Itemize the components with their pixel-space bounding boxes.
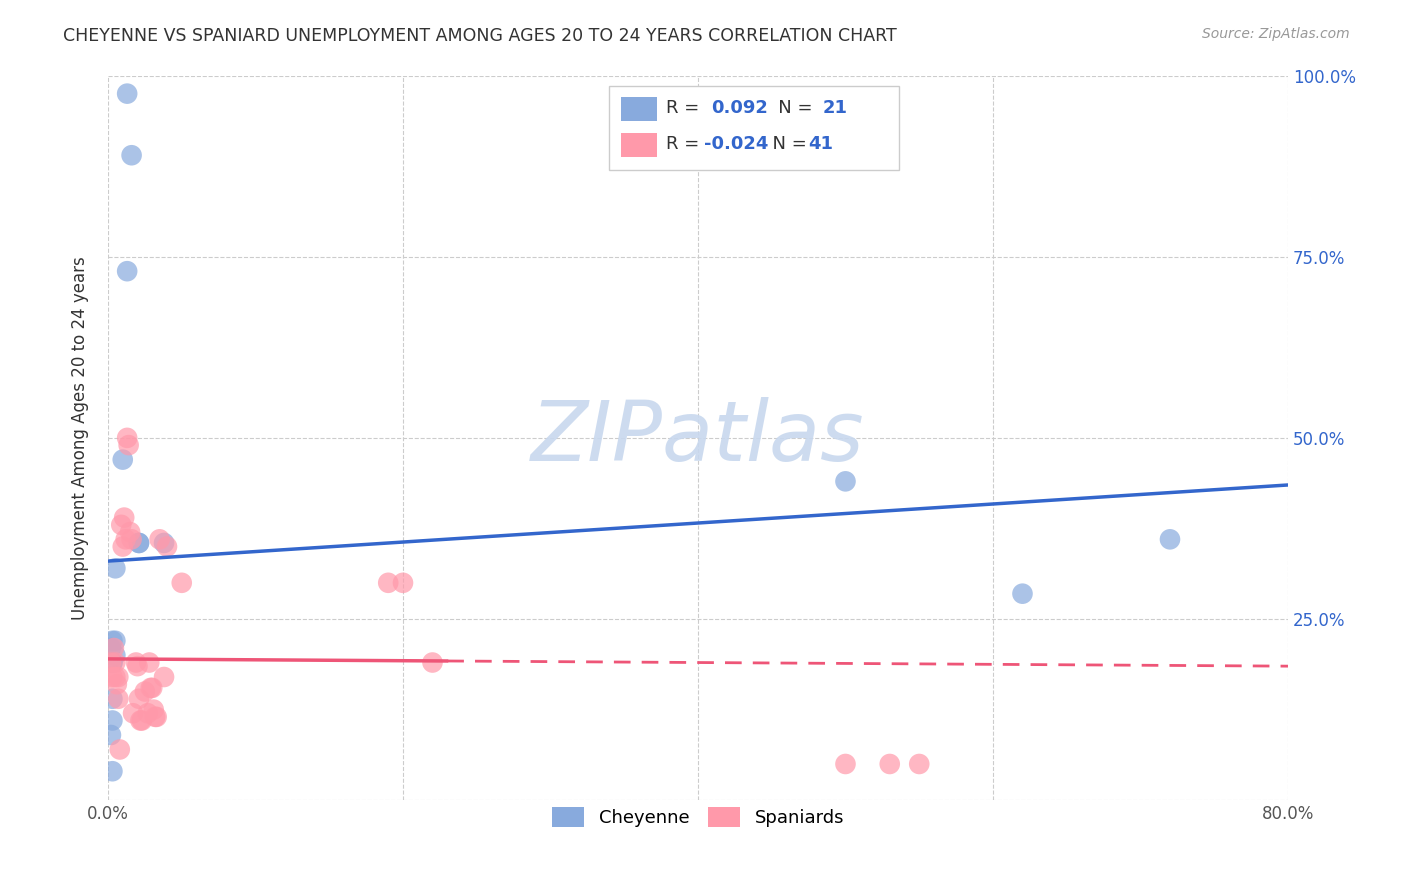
Point [149,533,172,547]
Point [104,648,127,663]
FancyBboxPatch shape [609,87,898,169]
Point [128,536,150,550]
Text: 0.092: 0.092 [711,99,768,117]
Text: R =: R = [666,99,711,117]
Point [103,640,125,655]
Point [108,742,131,756]
Point [143,710,166,724]
Point [110,517,132,532]
Point [121,533,143,547]
Point [142,703,165,717]
Text: N =: N = [761,99,818,117]
Point [115,264,138,278]
Point [104,656,127,670]
Point [125,656,148,670]
Point [107,670,129,684]
Point [117,438,139,452]
Bar [621,96,657,121]
Point [834,475,856,489]
Point [101,691,124,706]
Point [111,452,134,467]
Point [170,575,193,590]
Point [111,540,134,554]
Point [100,728,122,742]
Point [1159,533,1181,547]
Point [422,656,444,670]
Point [129,714,152,728]
Text: ZIPatlas: ZIPatlas [531,397,865,478]
Point [120,525,142,540]
Point [834,756,856,771]
Point [104,561,127,575]
Point [101,714,124,728]
Point [107,691,129,706]
Point [101,656,124,670]
Point [121,148,143,162]
Point [392,575,415,590]
Point [136,706,159,721]
Point [101,633,124,648]
Legend: Cheyenne, Spaniards: Cheyenne, Spaniards [544,799,851,835]
Point [104,670,127,684]
Point [101,670,124,684]
Point [153,670,176,684]
Point [100,656,122,670]
Text: R =: R = [666,136,706,153]
Point [127,659,149,673]
Y-axis label: Unemployment Among Ages 20 to 24 years: Unemployment Among Ages 20 to 24 years [72,256,89,620]
Text: N =: N = [761,136,813,153]
Point [145,710,167,724]
Point [104,633,127,648]
Point [138,656,160,670]
Text: 41: 41 [807,136,832,153]
Point [131,714,153,728]
Point [156,540,179,554]
Point [115,87,138,101]
Bar [621,133,657,157]
Point [153,536,176,550]
Point [139,681,162,695]
Point [879,756,901,771]
Point [908,756,931,771]
Text: CHEYENNE VS SPANIARD UNEMPLOYMENT AMONG AGES 20 TO 24 YEARS CORRELATION CHART: CHEYENNE VS SPANIARD UNEMPLOYMENT AMONG … [63,27,897,45]
Point [128,536,150,550]
Point [105,677,128,691]
Point [134,684,156,698]
Point [114,533,136,547]
Point [101,656,124,670]
Point [128,691,150,706]
Point [101,764,124,779]
Point [141,681,163,695]
Text: 21: 21 [823,99,848,117]
Point [112,510,135,524]
Text: Source: ZipAtlas.com: Source: ZipAtlas.com [1202,27,1350,41]
Point [100,640,122,655]
Point [115,431,138,445]
Point [122,706,145,721]
Point [377,575,399,590]
Text: -0.024: -0.024 [704,136,768,153]
Point [1011,587,1033,601]
